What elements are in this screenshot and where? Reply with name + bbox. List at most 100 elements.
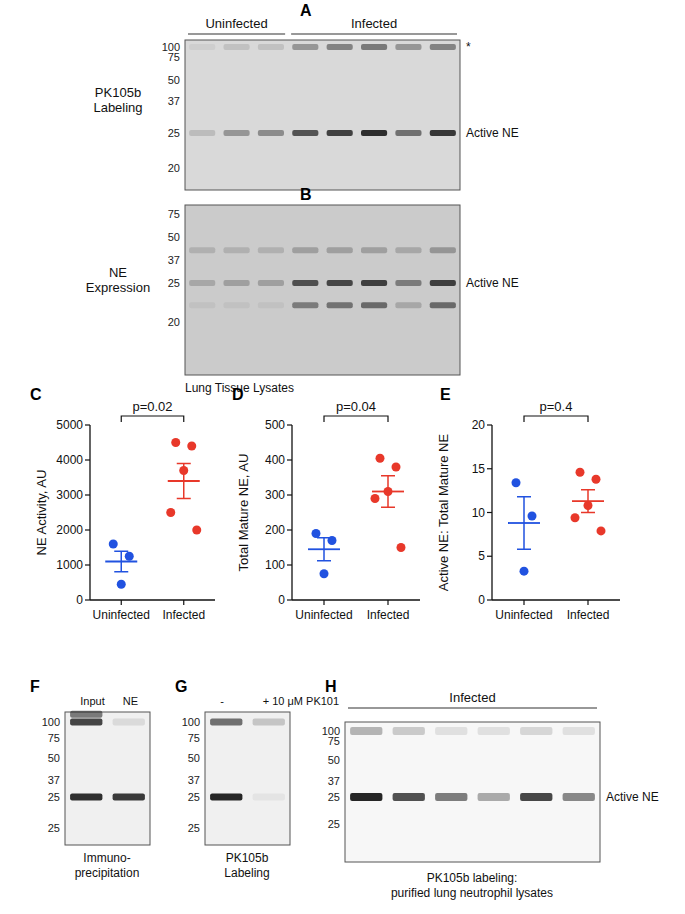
gel-band [189, 44, 215, 50]
gel-band [253, 719, 285, 726]
gel-band [327, 44, 353, 50]
ladder-label: 50 [168, 231, 180, 243]
gel-band [520, 793, 552, 801]
p-value: p=0.04 [336, 399, 376, 414]
side-label: Expression [86, 280, 150, 295]
x-axis [90, 599, 215, 600]
gel-background [65, 712, 150, 845]
gel-panel: B7550372520Active NENEExpressionLung Tis… [86, 186, 519, 395]
data-point [192, 526, 201, 535]
gel-band [430, 280, 456, 286]
gel-band [327, 280, 353, 286]
gel-band [224, 247, 250, 253]
lane-group-label: Infected [351, 16, 397, 31]
y-tick [287, 459, 292, 460]
ladder-label: 50 [48, 752, 60, 764]
gel-panel: F1007550372525InputNEImmuno-precipitatio… [30, 678, 150, 880]
data-point [392, 463, 401, 472]
gel-background [345, 722, 600, 862]
significance-bracket [121, 416, 184, 422]
gel-band [435, 727, 467, 735]
panel-letter: C [30, 386, 42, 403]
band-label: Active NE [466, 126, 519, 140]
gel-caption: purified lung neutrophil lysates [391, 886, 553, 900]
gel-band [327, 302, 353, 308]
y-tick-label: 5 [478, 549, 485, 563]
error-bar [317, 538, 331, 561]
y-tick [487, 512, 492, 513]
y-tick-label: 4000 [56, 453, 83, 467]
x-tick-label: Uninfected [295, 608, 352, 622]
x-axis [492, 599, 620, 600]
gel-band [393, 727, 425, 735]
gel-band [210, 719, 242, 726]
gel-band [70, 711, 102, 718]
y-tick [487, 599, 492, 600]
ladder-label: 20 [168, 316, 180, 328]
gel-band [361, 247, 387, 253]
panel-letter: H [325, 678, 337, 695]
gel-band [224, 44, 250, 50]
marks [105, 438, 201, 589]
gel-band [563, 727, 595, 735]
data-point [187, 442, 196, 451]
y-axis-label: Total Mature NE, AU [236, 454, 251, 572]
gel-band [292, 130, 318, 136]
gel-band [258, 44, 284, 50]
ladder-label: 75 [48, 732, 60, 744]
gel-band [520, 727, 552, 735]
gel-band [395, 44, 421, 50]
lane-label: + 10 μM PK101 [263, 695, 339, 707]
y-tick [85, 459, 90, 460]
gel-band [430, 130, 456, 136]
ladder-label: 20 [168, 162, 180, 174]
ladder-label: 25 [48, 822, 60, 834]
gel-band [478, 793, 510, 801]
data-point [376, 454, 385, 463]
ladder-label: 75 [188, 732, 200, 744]
panel-letter: G [175, 678, 187, 695]
gel-band [210, 794, 242, 801]
data-point [512, 478, 521, 487]
y-tick-label: 2000 [56, 523, 83, 537]
ladder-label: 25 [168, 127, 180, 139]
x-tick [387, 600, 388, 605]
gel-band [361, 280, 387, 286]
gel-caption: Labeling [224, 866, 269, 880]
y-tick [487, 556, 492, 557]
x-tick-label: Infected [162, 608, 205, 622]
gel-band [361, 302, 387, 308]
ladder-label: 25 [328, 791, 340, 803]
y-tick-label: 1000 [56, 558, 83, 572]
y-tick-label: 400 [265, 453, 285, 467]
gel-background [205, 712, 290, 845]
error-bar [581, 490, 595, 513]
gel-band [70, 719, 102, 726]
y-tick-label: 300 [265, 488, 285, 502]
data-point [320, 569, 329, 578]
y-tick [287, 424, 292, 425]
ladder-label: 50 [168, 74, 180, 86]
p-value: p=0.02 [132, 399, 172, 414]
ladder-label: 75 [168, 51, 180, 63]
y-tick [487, 468, 492, 469]
y-tick [287, 494, 292, 495]
ladder-label: 100 [182, 716, 200, 728]
data-point [166, 508, 175, 517]
data-point [109, 540, 118, 549]
panel-letter: F [30, 678, 40, 695]
significance-bracket [324, 416, 388, 422]
y-tick-label: 5000 [56, 418, 83, 432]
lane-label: NE [123, 695, 138, 707]
data-point [397, 543, 406, 552]
gel-band [113, 719, 145, 726]
lane-label: - [220, 695, 224, 707]
y-axis [291, 425, 292, 600]
p-value: p=0.4 [540, 399, 573, 414]
data-point [528, 512, 537, 521]
error-bar [517, 497, 531, 550]
x-axis [292, 599, 420, 600]
data-point [571, 513, 580, 522]
panel-letter: A [300, 2, 312, 19]
data-point [520, 567, 529, 576]
